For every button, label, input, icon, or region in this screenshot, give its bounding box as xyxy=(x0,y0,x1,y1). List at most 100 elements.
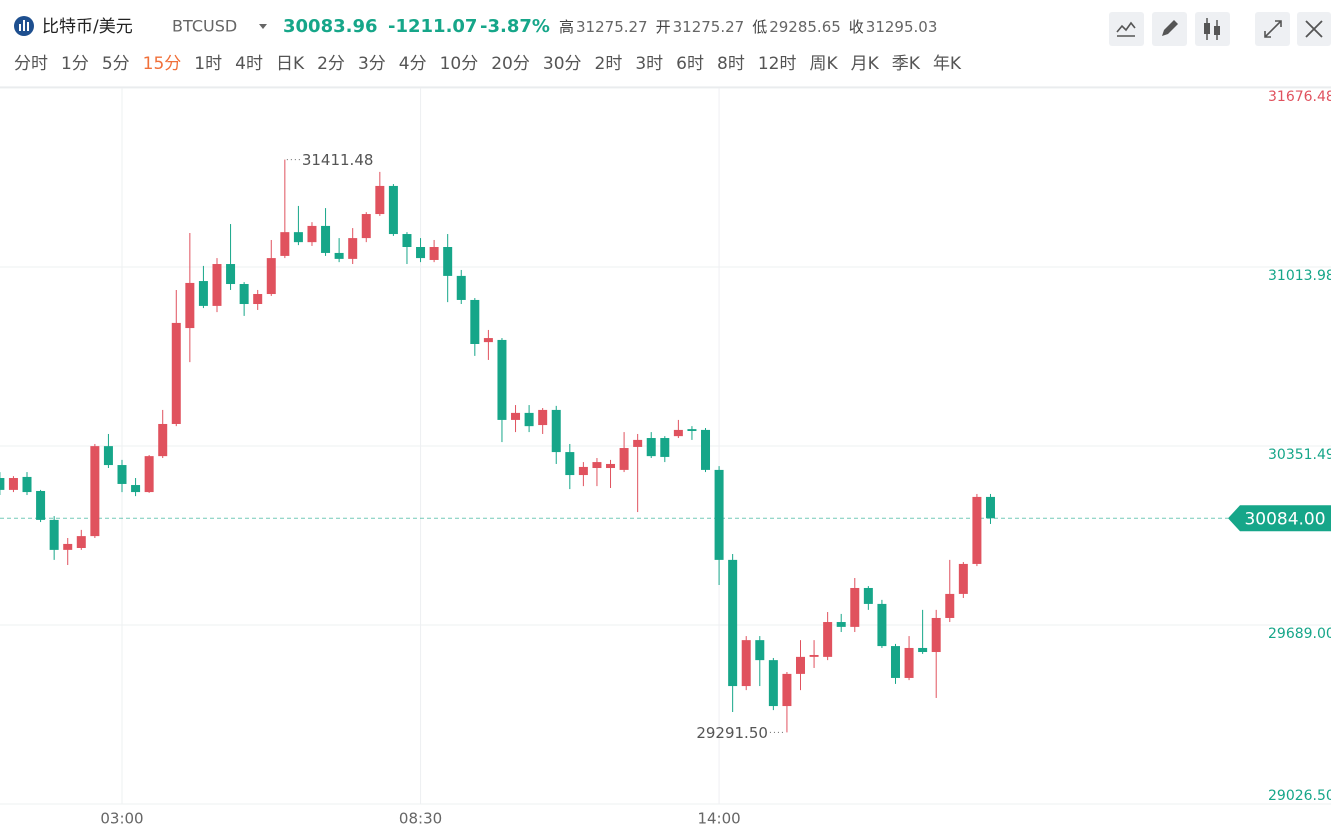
candle-body xyxy=(171,322,181,424)
fullscreen-icon xyxy=(1264,20,1282,38)
timeframe-option[interactable]: 1时 xyxy=(194,54,222,74)
candle-body xyxy=(0,478,5,490)
timeframe-option[interactable]: 日K xyxy=(276,54,305,74)
candle-body xyxy=(972,496,982,564)
candle-body xyxy=(375,185,385,215)
candle-body xyxy=(253,294,263,305)
candle-body xyxy=(76,536,86,548)
timeframe-option[interactable]: 12时 xyxy=(758,54,797,74)
candle-body xyxy=(321,225,331,253)
candle-body xyxy=(687,429,697,432)
candle-body xyxy=(90,446,100,537)
draw-icon xyxy=(1162,20,1178,36)
y-tick-label: 31676.48 xyxy=(1268,89,1331,105)
candle-body xyxy=(714,469,724,560)
candle-body xyxy=(782,673,792,707)
last-price-tag xyxy=(1228,505,1331,532)
candle-body xyxy=(565,452,575,476)
timeframe-option[interactable]: 年K xyxy=(933,54,962,74)
stats: 高 31275.27 开 31275.27 低 29285.65 收 31295.03 xyxy=(559,18,937,36)
timeframe-option[interactable]: 1分 xyxy=(61,54,89,74)
timeframe-option[interactable]: 5分 xyxy=(102,54,130,74)
symbol-name[interactable]: 比特币/美元 xyxy=(42,17,133,37)
candle-body xyxy=(592,462,602,469)
timeframe-option[interactable]: 3时 xyxy=(635,54,663,74)
candle-body xyxy=(958,563,968,594)
timeframe-option[interactable]: 4时 xyxy=(235,54,263,74)
candle-body xyxy=(429,247,439,260)
stat-label: 高 xyxy=(559,18,574,36)
candle-body xyxy=(918,647,928,653)
x-tick-label: 03:00 xyxy=(100,810,143,828)
candle-body xyxy=(904,647,914,678)
candle-body xyxy=(646,438,656,457)
timeframe-option[interactable]: 20分 xyxy=(491,54,530,74)
candle-body xyxy=(198,281,208,306)
symbol-icon-bar xyxy=(23,20,25,31)
candle-body xyxy=(673,429,683,437)
high-label: 31411.48 xyxy=(302,151,374,169)
symbol-code[interactable]: BTCUSD xyxy=(172,17,237,36)
candle-body xyxy=(633,439,643,447)
timeframe-bar: 分时 1分 5分 15分 1时 4时 日K 2分 3分 4分 10分 20分 30分 2时 3时 6时 8时 12… xyxy=(14,54,962,74)
indicator-icon xyxy=(1116,21,1136,37)
timeframe-option[interactable]: 2时 xyxy=(595,54,623,74)
chart-type-icon xyxy=(1204,23,1210,34)
dropdown-arrow[interactable] xyxy=(259,24,267,29)
timeframe-option[interactable]: 2分 xyxy=(317,54,345,74)
chart-type-button[interactable] xyxy=(1195,12,1230,46)
symbol-icon-bar xyxy=(27,22,29,31)
candle-body xyxy=(388,185,398,235)
stat-label: 开 xyxy=(656,18,671,36)
candle-body xyxy=(361,214,371,239)
candle-body xyxy=(280,232,290,256)
price: 30083.96 xyxy=(283,16,378,37)
candle-body xyxy=(226,264,236,285)
candle-body xyxy=(22,476,32,493)
timeframe-option[interactable]: 30分 xyxy=(543,54,582,74)
candle-body xyxy=(931,617,941,653)
symbol-icon-bar xyxy=(19,24,21,31)
change: -1211.07 xyxy=(388,16,477,37)
candle-body xyxy=(36,490,46,520)
candle-body xyxy=(755,640,765,661)
candle-body xyxy=(239,284,249,305)
candle-body xyxy=(49,519,59,550)
timeframe-option[interactable]: 月K xyxy=(851,54,880,74)
candle-body xyxy=(809,654,819,657)
timeframe-option[interactable]: 周K xyxy=(809,54,838,74)
toolbar xyxy=(1109,12,1331,46)
candle-body xyxy=(402,234,412,248)
y-tick-label: 31013.98 xyxy=(1268,268,1331,284)
change-percent: -3.87% xyxy=(480,16,550,37)
timeframe-option[interactable]: 分时 xyxy=(14,54,48,74)
candle-body xyxy=(443,247,453,276)
candle-body xyxy=(863,587,873,604)
y-tick-label: 29026.50 xyxy=(1268,788,1331,804)
plot-area: 29026.50 29689.00 30351.49 31013.98 31676.48… xyxy=(0,87,1331,828)
timeframe-option[interactable]: 6时 xyxy=(676,54,704,74)
timeframe-option[interactable]: 季K xyxy=(892,54,921,74)
candle-body xyxy=(334,252,344,259)
candle-body xyxy=(524,412,534,427)
candle-body xyxy=(985,496,995,519)
candle-body xyxy=(796,656,805,674)
timeframe-option[interactable]: 15分 xyxy=(143,54,182,74)
candle-body xyxy=(619,448,629,470)
timeframe-option[interactable]: 8时 xyxy=(717,54,745,74)
candle-body xyxy=(293,232,303,243)
candle-body xyxy=(348,238,358,259)
candle-body xyxy=(8,478,18,490)
close-icon xyxy=(1305,20,1323,38)
low-label: 29291.50 xyxy=(696,724,768,742)
candle-body xyxy=(144,456,154,493)
timeframe-option[interactable]: 3分 xyxy=(358,54,386,74)
timeframe-option[interactable]: 4分 xyxy=(399,54,427,74)
timeframe-option[interactable]: 10分 xyxy=(440,54,479,74)
stat-label: 低 xyxy=(752,18,767,36)
candle-body xyxy=(578,466,588,476)
candle-body xyxy=(63,543,73,550)
y-tick-label: 30351.49 xyxy=(1268,447,1331,463)
candle-body xyxy=(103,446,113,466)
